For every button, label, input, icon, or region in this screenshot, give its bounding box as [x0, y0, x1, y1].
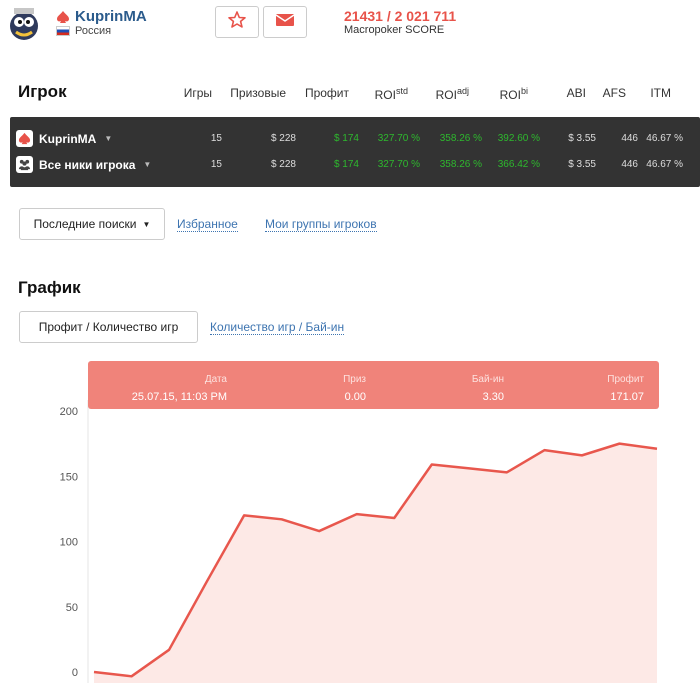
table-row: KuprinMA ▼ 15 $ 228 $ 174 327.70 % 358.2… [10, 128, 700, 150]
col-roi-adj: ROIadj [435, 86, 469, 102]
chart-tooltip: Дата Приз Бай-ин Профит 25.07.15, 11:03 … [88, 361, 659, 409]
tab-games-buyin[interactable]: Количество игр / Бай-ин [210, 320, 345, 335]
recent-searches-label: Последние поиски [33, 217, 137, 231]
cell-roi-bi: 366.42 % [497, 159, 540, 170]
macropoker-score: 21431 / 2 021 711 [344, 8, 457, 24]
col-profit: Профит [304, 86, 349, 100]
stats-title: Игрок [18, 82, 67, 101]
cell-afs: 446 [621, 159, 638, 170]
col-afs: AFS [602, 86, 626, 100]
cell-itm: 46.67 % [646, 159, 683, 170]
nick-dropdown[interactable]: Все ники игрока ▼ [16, 156, 151, 173]
data-point[interactable] [541, 447, 547, 453]
data-point[interactable] [166, 647, 172, 653]
data-point[interactable] [654, 446, 660, 452]
player-groups-link[interactable]: Мои группы игроков [265, 217, 377, 232]
data-point[interactable] [504, 469, 510, 475]
pokerstars-spade-icon [16, 130, 33, 147]
tooltip-value-profit: 171.07 [610, 391, 644, 403]
chevron-down-icon: ▼ [104, 134, 113, 143]
y-tick-label: 0 [72, 667, 78, 679]
add-favorite-button[interactable] [215, 6, 259, 38]
tab-profit-games[interactable]: Профит / Количество игр [19, 311, 198, 343]
data-point[interactable] [279, 516, 285, 522]
tooltip-value-prize: 0.00 [344, 391, 366, 403]
country-name: Россия [75, 25, 112, 37]
russia-flag-icon [56, 26, 70, 36]
data-point[interactable] [579, 452, 585, 458]
col-roi-bi: ROIbi [499, 86, 528, 102]
nick-label: KuprinMA [39, 131, 97, 146]
star-icon [227, 10, 247, 35]
cell-roi-std: 327.70 % [377, 133, 420, 144]
data-point[interactable] [391, 515, 397, 521]
y-tick-label: 50 [66, 602, 78, 614]
table-row: Все ники игрока ▼ 15 $ 228 $ 174 327.70 … [10, 154, 700, 176]
tooltip-header-date: Дата [204, 374, 227, 385]
data-point[interactable] [466, 465, 472, 471]
tooltip-header-prize: Приз [343, 374, 366, 385]
cell-abi: $ 3.55 [568, 159, 596, 170]
y-tick-label: 100 [60, 537, 78, 549]
col-prize: Призовые [230, 86, 286, 100]
chevron-down-icon: ▼ [143, 160, 152, 169]
data-point[interactable] [91, 669, 97, 675]
cell-roi-bi: 392.60 % [497, 133, 540, 144]
player-country: Россия [56, 25, 111, 37]
data-point[interactable] [354, 511, 360, 517]
cell-abi: $ 3.55 [568, 133, 596, 144]
data-point[interactable] [316, 528, 322, 534]
chart-section-title: График [18, 278, 81, 297]
nick-label: Все ники игрока [39, 157, 136, 172]
player-name[interactable]: KuprinMA [56, 8, 147, 25]
profit-area [94, 443, 657, 683]
avatar [4, 4, 44, 44]
profit-line [93, 442, 658, 678]
cell-roi-adj: 358.26 % [439, 133, 482, 144]
tooltip-value-date: 25.07.15, 11:03 PM [131, 391, 227, 403]
cell-prize: $ 228 [270, 133, 296, 144]
col-roi-std: ROIstd [374, 86, 408, 102]
cell-profit: $ 174 [333, 133, 359, 144]
y-tick-label: 200 [60, 406, 78, 418]
cell-afs: 446 [621, 133, 638, 144]
data-point[interactable] [241, 512, 247, 518]
player-name-text: KuprinMA [75, 8, 147, 25]
col-abi: ABI [566, 86, 586, 100]
pokerstars-spade-icon [56, 10, 70, 24]
chevron-down-icon: ▼ [142, 219, 151, 229]
data-point[interactable] [429, 462, 435, 468]
envelope-icon [275, 12, 295, 33]
cell-roi-std: 327.70 % [377, 159, 420, 170]
col-itm: ITM [650, 86, 671, 100]
cell-itm: 46.67 % [646, 133, 683, 144]
cell-profit: $ 174 [333, 159, 359, 170]
profit-chart[interactable]: 0 50 100 150 200 [0, 350, 700, 683]
stats-table-body: KuprinMA ▼ 15 $ 228 $ 174 327.70 % 358.2… [10, 117, 700, 187]
data-point[interactable] [616, 441, 622, 447]
stats-table-header: Игрок Игры Призовые Профит ROIstd ROIadj… [0, 80, 700, 106]
cell-games: 15 [210, 159, 222, 170]
favorites-link[interactable]: Избранное [177, 217, 238, 232]
macropoker-score-label: Macropoker SCORE [344, 24, 445, 36]
data-point[interactable] [129, 673, 135, 679]
tooltip-header-buyin: Бай-ин [471, 374, 504, 385]
data-point[interactable] [204, 579, 210, 585]
tooltip-value-buyin: 3.30 [482, 391, 504, 403]
nick-dropdown[interactable]: KuprinMA ▼ [16, 130, 112, 147]
col-games: Игры [183, 86, 212, 100]
send-message-button[interactable] [263, 6, 307, 38]
recent-searches-dropdown[interactable]: Последние поиски ▼ [19, 208, 165, 240]
people-group-icon [16, 156, 33, 173]
cell-roi-adj: 358.26 % [439, 159, 482, 170]
tooltip-header-profit: Профит [607, 374, 644, 385]
cell-prize: $ 228 [270, 159, 296, 170]
cell-games: 15 [210, 133, 222, 144]
y-tick-label: 150 [60, 471, 78, 483]
